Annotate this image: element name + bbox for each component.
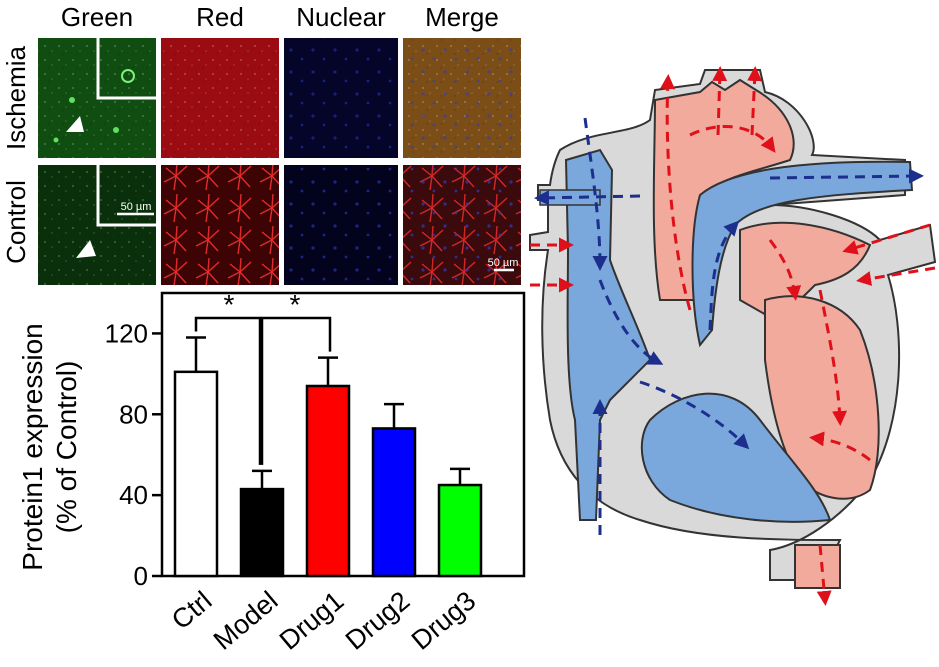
bar-chart: Protein1 expression (% of Control) 0 40 80…	[17, 289, 526, 656]
y-tick-label: 0	[134, 561, 148, 591]
y-tick-label: 80	[119, 399, 148, 429]
arrowhead-marker-icon	[76, 240, 96, 258]
blood-flow-arrow-red	[842, 223, 931, 255]
y-axis-title-line1: Protein1 expression	[17, 323, 48, 570]
blood-flow-arrow-red	[816, 544, 832, 606]
x-category-label: Drug2	[340, 585, 416, 655]
blood-flow-arrow-red	[809, 431, 871, 462]
blood-flow-arrow-red	[818, 289, 848, 426]
scale-bar-label-merge: 50 µm	[488, 257, 519, 269]
blood-flow-arrow-red	[768, 239, 802, 301]
x-category-label: Model	[208, 585, 284, 655]
column-label-green: Green	[61, 2, 133, 32]
blood-flow-arrow-blue	[639, 380, 750, 450]
y-tick-label: 120	[105, 318, 148, 348]
y-tick-label: 40	[119, 480, 148, 510]
row-label-control: Control	[1, 180, 31, 264]
significance-bracket	[194, 316, 262, 465]
bar-ctrl	[173, 370, 219, 578]
blood-flow-arrow-red	[856, 266, 936, 286]
pulmonary-artery	[691, 160, 914, 348]
descending-aorta	[794, 544, 841, 589]
blood-flow-arrow-red	[660, 74, 692, 311]
significance-bracket	[260, 316, 332, 465]
blood-flow-arrow-red	[747, 66, 763, 136]
blood-flow-arrow-red	[689, 124, 776, 153]
bar-drug2	[371, 427, 417, 578]
arrowhead-marker-icon	[66, 116, 84, 132]
column-label-merge: Merge	[425, 2, 499, 32]
row-label-ischemia: Ischemia	[1, 45, 31, 150]
x-category-label: Drug3	[406, 585, 482, 655]
blood-flow-arrow-blue	[583, 117, 608, 271]
blood-flow-arrow-red	[712, 66, 728, 136]
superior-vena-cava	[564, 148, 652, 521]
micrograph-panel: Green Red Nuclear Merge Ischemia Control…	[1, 2, 521, 285]
blood-flow-arrow-blue	[708, 220, 740, 331]
scale-bar-label-green: 50 µm	[121, 201, 152, 213]
column-label-nuclear: Nuclear	[296, 2, 386, 32]
x-category-label: Drug1	[274, 585, 350, 655]
bar-model	[239, 487, 285, 578]
blood-flow-arrow-blue	[769, 168, 924, 184]
significance-star: *	[290, 289, 301, 320]
significance-star: *	[224, 289, 235, 320]
blood-flow-arrow-blue	[598, 279, 664, 365]
y-axis-title-line2: (% of Control)	[51, 361, 82, 534]
x-category-label: Ctrl	[166, 585, 217, 635]
bar-drug3	[437, 483, 483, 578]
heart-diagram	[529, 66, 937, 606]
y-axis-title: Protein1 expression (% of Control)	[17, 323, 82, 570]
column-label-red: Red	[196, 2, 244, 32]
right-ventricle	[640, 392, 832, 523]
bar-drug1	[305, 384, 351, 578]
